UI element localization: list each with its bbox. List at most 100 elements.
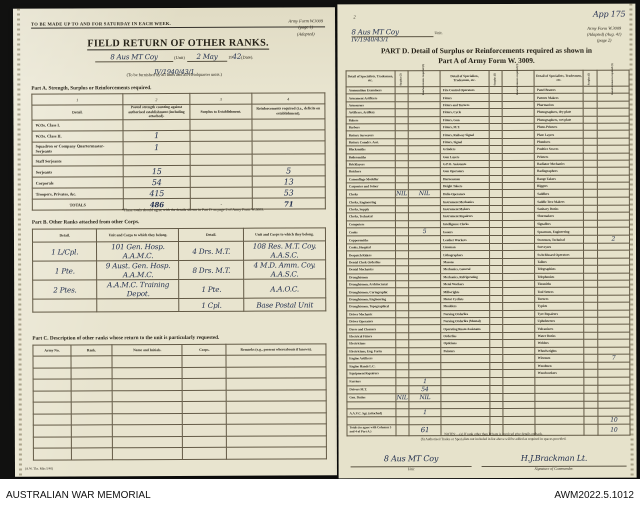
- posted-value[interactable]: 415: [123, 187, 191, 199]
- trade-surplus-value[interactable]: [584, 346, 598, 355]
- trade-reinf-value[interactable]: NIL: [408, 393, 442, 402]
- part-c-cell[interactable]: [33, 424, 72, 437]
- trade-reinf-value[interactable]: [408, 354, 441, 363]
- trade-surplus-value[interactable]: [583, 189, 598, 198]
- trade-reinf-value[interactable]: [408, 160, 441, 169]
- trade-surplus-value[interactable]: [583, 86, 597, 94]
- trade-reinf-value[interactable]: [597, 250, 630, 259]
- trade-reinf-value[interactable]: [597, 331, 630, 340]
- trade-reinf-value[interactable]: [408, 175, 441, 183]
- trade-surplus-value[interactable]: [583, 160, 598, 168]
- trade-surplus-value[interactable]: [489, 354, 503, 363]
- trade-surplus-value[interactable]: [583, 243, 598, 251]
- trade-surplus-value[interactable]: [489, 401, 503, 409]
- attached-unit[interactable]: 4 M.D. Amm. Coy. A.A.S.C.: [243, 259, 326, 280]
- trade-surplus-value[interactable]: [394, 160, 409, 169]
- trade-surplus-value[interactable]: [395, 310, 409, 318]
- trade-reinf-value[interactable]: [408, 273, 441, 281]
- trade-surplus-value[interactable]: [489, 160, 503, 168]
- trade-surplus-value[interactable]: [489, 243, 503, 251]
- trade-surplus-value[interactable]: [584, 416, 598, 425]
- trade-surplus-value[interactable]: [489, 189, 503, 198]
- part-c-cell[interactable]: [226, 377, 327, 390]
- trade-surplus-value[interactable]: [395, 235, 409, 244]
- trade-reinf-value[interactable]: [408, 280, 441, 289]
- trade-reinf-value[interactable]: [596, 145, 630, 153]
- trade-surplus-value[interactable]: [395, 265, 409, 274]
- surplus-value[interactable]: [190, 176, 252, 188]
- trade-reinf-value[interactable]: [408, 339, 441, 348]
- trade-reinf-value[interactable]: [408, 243, 441, 252]
- trade-reinf-value[interactable]: [408, 198, 441, 206]
- trade-surplus-value[interactable]: [489, 310, 503, 318]
- posted-value[interactable]: [122, 119, 191, 131]
- trade-surplus-value[interactable]: [583, 265, 598, 273]
- trade-surplus-value[interactable]: [489, 182, 503, 190]
- trade-reinf-value[interactable]: [597, 294, 630, 303]
- attached-unit[interactable]: A.A.O.C.: [243, 278, 326, 299]
- trade-surplus-value[interactable]: [584, 317, 598, 325]
- trade-reinf-value[interactable]: [502, 130, 535, 139]
- trade-reinf-value[interactable]: [597, 174, 630, 183]
- trade-reinf-value[interactable]: 1: [408, 377, 442, 386]
- trade-reinf-value[interactable]: 10: [597, 416, 630, 425]
- trade-surplus-value[interactable]: [583, 174, 598, 183]
- trade-reinf-value[interactable]: [597, 400, 630, 409]
- trade-reinf-value[interactable]: [502, 339, 536, 347]
- trade-reinf-value[interactable]: [502, 243, 535, 251]
- trade-surplus-value[interactable]: [584, 392, 598, 401]
- trade-reinf-value[interactable]: [597, 392, 630, 401]
- trade-surplus-value[interactable]: [584, 400, 598, 409]
- trade-surplus-value[interactable]: [394, 138, 409, 146]
- trade-reinf-value[interactable]: [502, 332, 536, 340]
- trade-surplus-value[interactable]: NIL: [395, 393, 409, 402]
- trade-surplus-value[interactable]: [583, 272, 598, 281]
- trade-surplus-value[interactable]: [584, 354, 598, 363]
- trade-surplus-value[interactable]: [488, 138, 503, 146]
- trade-surplus-value[interactable]: [489, 227, 503, 236]
- trade-surplus-value[interactable]: [584, 362, 598, 370]
- trade-reinf-value[interactable]: [502, 265, 535, 274]
- trade-surplus-value[interactable]: [489, 295, 503, 303]
- trade-surplus-value[interactable]: [395, 354, 409, 363]
- trade-reinf-value[interactable]: [597, 408, 630, 417]
- trade-surplus-value[interactable]: [489, 393, 503, 402]
- trade-reinf-value[interactable]: [597, 189, 630, 198]
- trade-surplus-value[interactable]: [489, 362, 503, 370]
- trade-surplus-value[interactable]: [488, 93, 503, 102]
- trade-surplus-value[interactable]: [395, 369, 409, 378]
- trade-reinf-value[interactable]: [408, 94, 441, 102]
- trade-reinf-value[interactable]: [502, 167, 535, 176]
- trade-reinf-value[interactable]: [408, 220, 441, 228]
- trade-surplus-value[interactable]: [489, 250, 503, 259]
- trade-reinf-value[interactable]: [408, 212, 441, 221]
- trade-reinf-value[interactable]: [502, 182, 535, 190]
- surplus-value[interactable]: [190, 154, 252, 166]
- trade-reinf-value[interactable]: [408, 332, 441, 340]
- trade-surplus-value[interactable]: [394, 86, 409, 95]
- trade-surplus-value[interactable]: [488, 152, 503, 161]
- trade-reinf-value[interactable]: [502, 354, 536, 363]
- part-c-cell[interactable]: [112, 412, 183, 425]
- trade-surplus-value[interactable]: [489, 273, 503, 281]
- trade-reinf-value[interactable]: [408, 258, 441, 266]
- reinf-value[interactable]: 53: [251, 186, 326, 199]
- trade-surplus-value[interactable]: [583, 93, 597, 102]
- trade-reinf-value[interactable]: [502, 175, 535, 183]
- trade-reinf-value[interactable]: [502, 272, 535, 281]
- trade-surplus-value[interactable]: [488, 86, 503, 94]
- trade-reinf-value[interactable]: [502, 220, 535, 228]
- trade-surplus-value[interactable]: [395, 273, 409, 281]
- trade-surplus-value[interactable]: [394, 168, 409, 176]
- part-c-cell[interactable]: [71, 447, 113, 460]
- unit-signature-field[interactable]: 8 Aus MT Coy: [350, 448, 472, 468]
- attached-unit[interactable]: 108 Res. M.T. Coy. A.A.S.C.: [243, 240, 326, 261]
- surplus-value[interactable]: [190, 119, 252, 131]
- part-c-cell[interactable]: [33, 401, 72, 414]
- trade-surplus-value[interactable]: [583, 115, 597, 124]
- trade-reinf-value[interactable]: NIL: [408, 190, 441, 199]
- trade-surplus-value[interactable]: [583, 219, 598, 228]
- trade-reinf-value[interactable]: [597, 265, 630, 273]
- attached-detail[interactable]: 2 Ptes.: [32, 279, 98, 300]
- surplus-value[interactable]: [190, 165, 252, 177]
